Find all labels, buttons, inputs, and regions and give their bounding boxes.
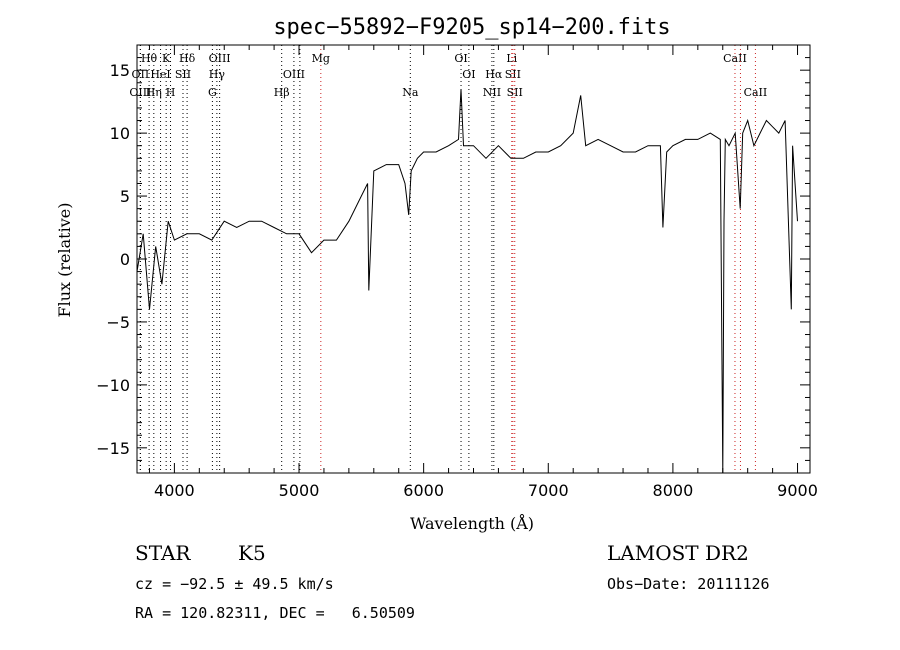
spectral-line-label: Mg — [312, 52, 330, 65]
spectral-line-label: Li — [506, 52, 517, 65]
x-tick-label: 7000 — [528, 481, 569, 500]
spectral-line-label: HeI — [150, 68, 170, 81]
redshift-velocity: cz = −92.5 ± 49.5 km/s — [135, 575, 334, 593]
spectral-line-label: Hη — [146, 86, 162, 99]
spectral-line-label: SII — [507, 86, 523, 99]
spectral-line-label: Hγ — [209, 68, 226, 81]
y-tick-label: −15 — [96, 439, 130, 458]
x-tick-label: 9000 — [777, 481, 818, 500]
spectral-line-label: K — [162, 52, 171, 65]
y-tick-label: −5 — [106, 313, 130, 332]
x-axis-label: Wavelength (Å) — [410, 513, 534, 533]
spectral-line-label: Hδ — [179, 52, 196, 65]
spectral-line-label: SII — [175, 68, 191, 81]
observation-date: Obs−Date: 20111126 — [607, 575, 770, 593]
x-tick-label: 5000 — [279, 481, 320, 500]
spectral-line-label: CaII — [723, 52, 747, 65]
spectral-line-label: Hα — [485, 68, 503, 81]
plot-frame — [136, 44, 811, 474]
spectral-line-label: G — [208, 86, 217, 99]
survey-name: LAMOST DR2 — [607, 541, 749, 565]
y-tick-label: 10 — [110, 124, 130, 143]
spectrum-line — [137, 89, 798, 473]
spectral-line-label: OIII — [283, 68, 305, 81]
chart-title: spec−55892−F9205_sp14−200.fits — [273, 15, 670, 40]
y-axis-label: Flux (relative) — [55, 203, 74, 318]
spectral-line-label: H — [166, 86, 176, 99]
y-tick-label: 0 — [120, 250, 130, 269]
x-tick-label: 4000 — [154, 481, 195, 500]
object-subclass: K5 — [238, 541, 266, 565]
object-class: STAR — [135, 541, 191, 565]
spectral-line-label: OIII — [209, 52, 231, 65]
y-tick-label: 15 — [110, 61, 130, 80]
spectral-line-label: OI — [462, 68, 475, 81]
spectral-line-label: Hθ — [141, 52, 158, 65]
spectral-line-label: SII — [505, 68, 521, 81]
spectral-line-label: OI — [454, 52, 467, 65]
spectral-line-label: Na — [402, 86, 419, 99]
y-tick-label: 5 — [120, 187, 130, 206]
spectral-line-label: OII — [132, 68, 150, 81]
spectral-line-label: OIII — [129, 86, 151, 99]
coordinates: RA = 120.82311, DEC = 6.50509 — [135, 604, 415, 622]
spectral-line-label: CaII — [744, 86, 768, 99]
spectral-line-label: Hβ — [274, 86, 290, 99]
y-tick-label: −10 — [96, 376, 130, 395]
x-tick-label: 6000 — [403, 481, 444, 500]
spectral-line-label: NII — [483, 86, 501, 99]
x-tick-label: 8000 — [653, 481, 694, 500]
